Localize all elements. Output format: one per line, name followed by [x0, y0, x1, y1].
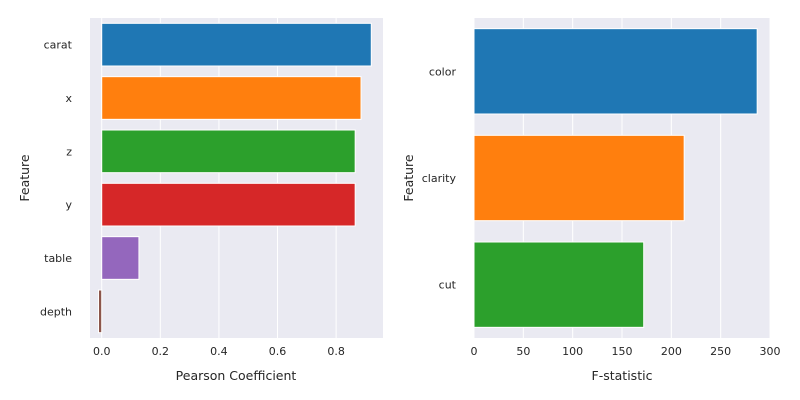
bar-depth	[97, 289, 103, 334]
pearson-chart: carat x z y table depth 0.0 0.2 0.4 0.6 0.8 Pears…	[17, 18, 383, 383]
bar-carat	[101, 22, 372, 67]
x-tick-label: 0.0	[93, 345, 111, 358]
pearson-x-ticks: 0.0 0.2 0.4 0.6 0.8	[93, 345, 345, 358]
x-tick-label: 0.2	[152, 345, 170, 358]
pearson-bars	[97, 22, 372, 334]
y-tick-label-clarity: clarity	[422, 172, 457, 185]
x-tick-label: 0	[471, 345, 478, 358]
x-tick-label: 0.8	[327, 345, 345, 358]
pearson-gridlines	[101, 18, 337, 338]
y-tick-label-carat: carat	[44, 39, 73, 52]
pearson-y-ticks: carat x z y table depth	[40, 39, 73, 319]
fstat-y-axis-label: Feature	[401, 154, 416, 202]
y-tick-label-table: table	[44, 252, 72, 265]
y-tick-label-z: z	[66, 145, 72, 158]
bar-color	[473, 28, 758, 115]
x-tick-label: 0.4	[210, 345, 228, 358]
x-tick-label: 0.6	[269, 345, 287, 358]
x-tick-label: 100	[562, 345, 583, 358]
bar-x	[101, 76, 362, 120]
x-tick-label: 50	[516, 345, 530, 358]
x-tick-label: 300	[760, 345, 781, 358]
y-tick-label-y: y	[65, 199, 72, 212]
y-tick-label-color: color	[429, 65, 457, 78]
x-tick-label: 150	[612, 345, 633, 358]
fstat-bars	[473, 28, 758, 328]
pearson-plot-area	[90, 18, 383, 338]
fstat-x-axis-label: F-statistic	[592, 368, 653, 383]
fstat-x-ticks: 0 50 100 150 200 250 300	[471, 345, 781, 358]
bar-z	[101, 129, 356, 174]
x-tick-label: 250	[710, 345, 731, 358]
fstat-chart: color clarity cut 0 50 100 150 200 250 300 F-sta…	[401, 18, 781, 383]
x-tick-label: 200	[661, 345, 682, 358]
bar-table	[101, 236, 140, 280]
bar-clarity	[473, 134, 685, 222]
y-tick-label-cut: cut	[439, 279, 457, 292]
bar-y	[101, 182, 356, 227]
pearson-y-axis-label: Feature	[17, 154, 32, 202]
fstat-y-ticks: color clarity cut	[422, 65, 457, 291]
pearson-x-axis-label: Pearson Coefficient	[176, 368, 297, 383]
bar-cut	[473, 241, 645, 328]
y-tick-label-x: x	[65, 92, 72, 105]
y-tick-label-depth: depth	[40, 305, 72, 318]
